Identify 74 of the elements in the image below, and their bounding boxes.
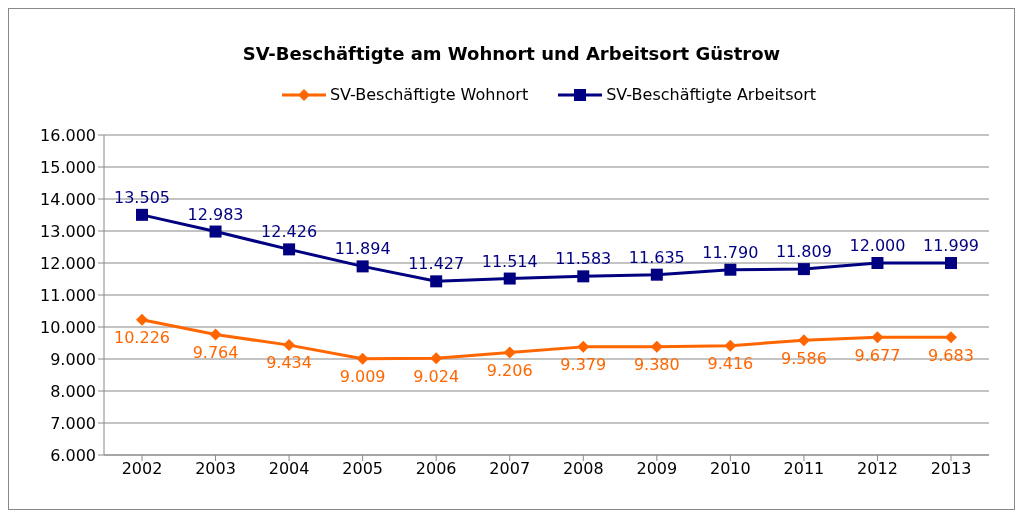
data-label: 9.586 — [781, 348, 827, 368]
data-label: 11.790 — [702, 242, 759, 262]
x-tick-label: 2004 — [268, 459, 310, 479]
point — [503, 346, 516, 359]
point — [430, 275, 443, 288]
x-tick-label: 2011 — [783, 459, 825, 479]
x-tick-label: 2003 — [195, 459, 236, 479]
data-label: 11.583 — [555, 249, 612, 269]
data-label: 9.683 — [928, 345, 974, 365]
data-label: 12.000 — [849, 236, 906, 255]
point — [797, 263, 810, 276]
x-tick-label: 2012 — [857, 459, 898, 479]
point — [503, 272, 516, 285]
data-label: 9.206 — [486, 360, 533, 380]
y-tick-label: 8.000 — [50, 381, 96, 401]
point — [577, 270, 590, 283]
x-tick-label: 2002 — [121, 459, 163, 479]
point — [871, 331, 884, 344]
data-label: 9.380 — [633, 355, 680, 375]
x-tick-label: 2013 — [930, 459, 972, 479]
data-label: 9.677 — [854, 345, 901, 365]
data-label: 11.635 — [628, 247, 685, 267]
data-label: 11.999 — [923, 236, 979, 256]
point — [797, 334, 810, 347]
y-tick-label: 11.000 — [40, 285, 96, 305]
x-tick-label: 2007 — [489, 459, 531, 479]
point — [356, 352, 369, 365]
point — [724, 339, 737, 352]
y-tick-label: 15.000 — [40, 157, 96, 177]
data-label: 11.427 — [408, 254, 465, 274]
data-label: 11.514 — [481, 251, 538, 271]
data-label: 9.416 — [707, 354, 754, 374]
point — [356, 260, 369, 273]
point — [136, 313, 148, 326]
point — [283, 243, 296, 256]
y-tick-label: 14.000 — [40, 189, 96, 209]
y-tick-label: 10.000 — [40, 317, 96, 337]
point — [724, 263, 737, 276]
data-label: 10.226 — [114, 328, 170, 348]
y-tick-label: 9.000 — [50, 349, 96, 369]
point — [136, 208, 148, 221]
point — [871, 257, 884, 269]
data-label: 9.379 — [560, 355, 607, 375]
legend-label: SV-Beschäftigte Wohnort — [328, 85, 529, 104]
point — [209, 225, 222, 238]
x-tick-label: 2006 — [415, 459, 457, 479]
point — [577, 340, 590, 353]
point — [283, 339, 296, 352]
y-tick-label: 7.000 — [50, 413, 96, 433]
point — [945, 331, 957, 344]
data-label: 9.434 — [266, 353, 312, 373]
data-label: 12.426 — [261, 222, 318, 242]
x-tick-label: 2005 — [342, 459, 383, 479]
y-tick-label: 13.000 — [40, 221, 96, 241]
x-tick-label: 2009 — [636, 459, 678, 479]
x-tick-label: 2008 — [562, 459, 604, 479]
point — [650, 268, 663, 281]
chart-title: SV-Beschäftigte am Wohnort und Arbeitsort Güstrow — [241, 43, 782, 64]
point — [650, 340, 663, 353]
point — [945, 257, 957, 270]
y-tick-label: 12.000 — [40, 253, 96, 273]
data-label: 9.764 — [192, 342, 239, 362]
point — [430, 352, 443, 365]
point — [209, 328, 222, 341]
data-label: 12.983 — [187, 204, 244, 224]
y-tick-label: 16.000 — [40, 125, 96, 145]
data-label: 11.894 — [334, 239, 391, 259]
data-label: 11.809 — [775, 242, 832, 262]
data-label: 9.024 — [413, 366, 460, 386]
data-label: 13.505 — [114, 187, 170, 207]
x-tick-label: 2010 — [710, 459, 751, 479]
legend-label: SV-Beschäftigte Arbeitsort — [605, 85, 817, 104]
data-label: 9.009 — [339, 367, 386, 387]
y-tick-label: 6.000 — [50, 445, 96, 465]
